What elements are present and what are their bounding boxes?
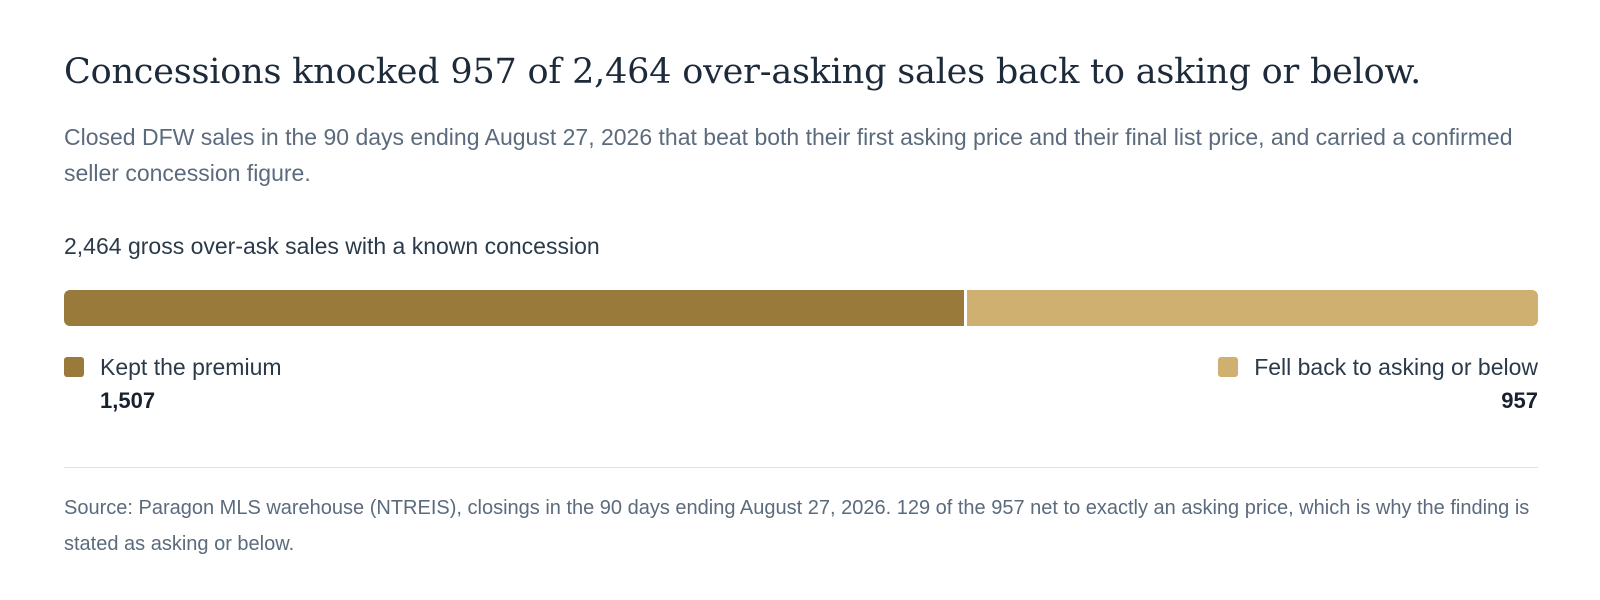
legend-swatch-fell [1218, 357, 1239, 377]
legend-kept: Kept the premium 1,507 [64, 354, 282, 414]
stacked-bar [64, 290, 1538, 326]
legend-swatch-kept [64, 357, 84, 377]
headline: Concessions knocked 957 of 2,464 over-as… [64, 52, 1422, 92]
divider [64, 467, 1538, 468]
legend-value-kept: 1,507 [100, 388, 156, 413]
legend-fell: Fell back to asking or below 957 [1218, 354, 1538, 414]
bar-segment-kept-premium [64, 290, 964, 326]
source-note: Source: Paragon MLS warehouse (NTREIS), … [64, 497, 1530, 555]
legend-value-fell: 957 [1501, 388, 1538, 413]
legend-label-kept: Kept the premium [100, 354, 282, 380]
subtitle: Closed DFW sales in the 90 days ending A… [64, 124, 1513, 186]
bar-segment-divider [964, 290, 967, 326]
bar-title: 2,464 gross over-ask sales with a known … [64, 233, 600, 259]
legend-label-fell: Fell back to asking or below [1254, 354, 1538, 380]
bar-segment-fell-back [967, 290, 1538, 326]
